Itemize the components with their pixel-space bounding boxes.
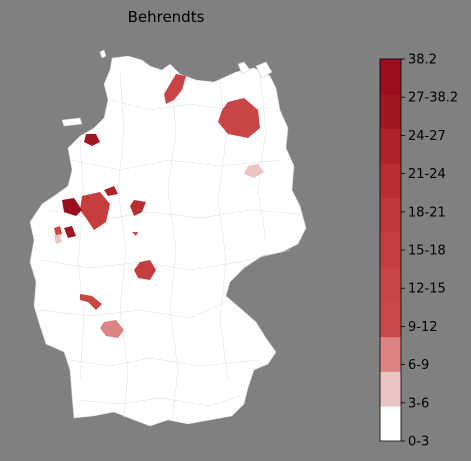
region-rhein-ruhr: [62, 198, 82, 216]
colorbar-bin-8: [380, 128, 401, 164]
colorbar-bin-3: [380, 302, 401, 338]
colorbar-bins: [380, 59, 401, 442]
region-emsland: [84, 134, 100, 146]
colorbar: 38.2 27-38.2 24-27 21-24 18-21 15-18 12-15 9-12…: [379, 53, 458, 450]
colorbar-tick-label: 38.2: [408, 53, 437, 68]
germany-map: [29, 49, 307, 427]
colorbar-tick-label: 12-15: [408, 282, 446, 297]
region-holstein: [164, 74, 186, 104]
colorbar-tick-label: 24-27: [408, 129, 446, 144]
germany-outline: [29, 55, 307, 427]
region-koeln-small: [54, 226, 62, 236]
region-baden: [100, 320, 124, 338]
region-muensterland: [80, 192, 110, 230]
colorbar-bin-4: [380, 267, 401, 303]
region-hessen-small: [132, 232, 138, 236]
region-koeln: [64, 226, 76, 238]
colorbar-bin-9: [380, 93, 401, 129]
colorbar-tick-label: 0-3: [408, 435, 429, 450]
map-title: Behrendts: [128, 8, 205, 26]
region-bielefeld: [104, 186, 118, 196]
colorbar-tick-label: 18-21: [408, 205, 446, 220]
highlighted-regions: [54, 74, 264, 338]
colorbar-tick-label: 3-6: [408, 396, 429, 411]
colorbar-tick-label: 21-24: [408, 167, 446, 182]
colorbar-bin-2: [380, 336, 401, 372]
colorbar-bin-0: [380, 406, 401, 442]
region-brandenburg-small: [244, 164, 264, 178]
colorbar-tick-label: 9-12: [408, 320, 438, 335]
colorbar-bin-10: [380, 59, 401, 95]
colorbar-bin-7: [380, 163, 401, 199]
colorbar-bin-1: [380, 371, 401, 407]
region-aachen-small: [54, 234, 62, 244]
colorbar-bin-5: [380, 232, 401, 268]
colorbar-tick-label: 6-9: [408, 358, 429, 373]
colorbar-tick-label: 27-38.2: [408, 91, 458, 106]
colorbar-ticks: 38.2 27-38.2 24-27 21-24 18-21 15-18 12-15 9-12…: [401, 53, 458, 450]
island-west-1: [61, 117, 83, 127]
island-rugen: [255, 61, 273, 79]
colorbar-bin-6: [380, 197, 401, 233]
island-north-2: [237, 61, 251, 75]
region-paderborn: [130, 200, 146, 216]
colorbar-tick-label: 15-18: [408, 244, 446, 259]
region-mecklenburg: [218, 98, 260, 138]
island-north-1: [99, 49, 107, 59]
region-saarland: [80, 294, 102, 310]
region-hessen-central: [134, 260, 156, 280]
